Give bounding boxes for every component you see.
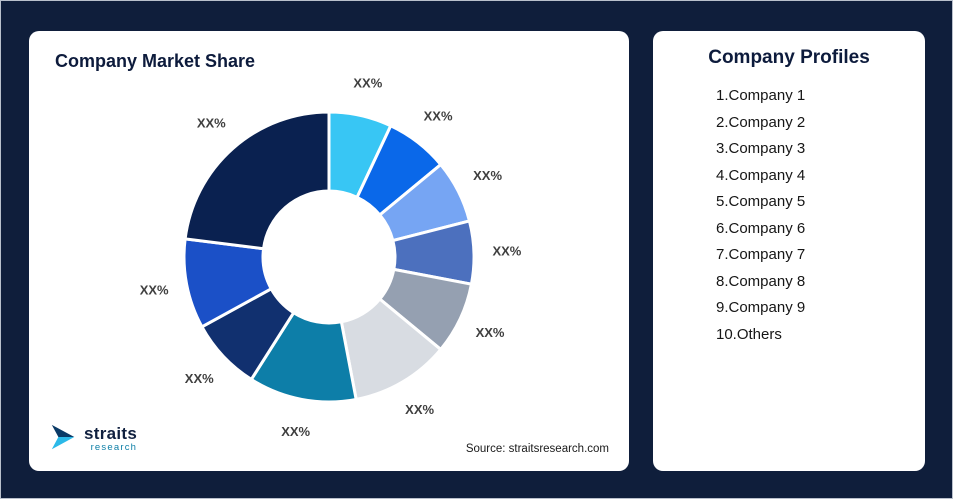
list-item: 7.Company 7 [716, 246, 806, 263]
list-item: 8.Company 8 [716, 272, 806, 290]
segment-value-label: XX% [140, 282, 169, 297]
list-item: 4.Company 4 [716, 166, 806, 184]
source-attribution: Source: straitsresearch.com [465, 443, 609, 455]
straits-arrow-icon [49, 422, 79, 457]
market-share-title: Company Market Share [55, 51, 256, 71]
list-item: 5.Company 5 [716, 193, 806, 210]
company-profiles-card: Company Profiles 1.Company 1 2.Company 2… [653, 31, 925, 471]
donut-chart-svg: XX% XX% XX% XX% XX% XX% XX% XX% XX% XX% [140, 75, 522, 439]
segment-value-label: XX% [473, 168, 502, 183]
logo-text: straits research [84, 425, 137, 453]
list-item: 1.Company 1 [716, 87, 806, 104]
segment-value-label: XX% [424, 108, 453, 123]
logo-subtext: research [90, 442, 138, 454]
segment-value-label: XX% [492, 243, 521, 258]
straits-research-logo: straits research [49, 422, 137, 457]
list-item: 2.Company 2 [716, 113, 806, 131]
segment-value-label: XX% [476, 325, 505, 340]
market-share-donut-chart: XX% XX% XX% XX% XX% XX% XX% XX% XX% XX% [29, 31, 629, 471]
list-item: 6.Company 6 [716, 219, 806, 237]
list-item: 3.Company 3 [716, 140, 806, 157]
list-item: 9.Company 9 [716, 299, 806, 316]
segment-value-label: XX% [353, 75, 382, 90]
company-profiles-title: Company Profiles [708, 47, 870, 68]
market-share-card: XX% XX% XX% XX% XX% XX% XX% XX% XX% XX% Company M… [29, 31, 629, 471]
donut-segment-others [183, 110, 331, 251]
company-profiles-list: 1.Company 1 2.Company 2 3.Company 3 4.Co… [653, 87, 925, 343]
segment-value-label: XX% [197, 115, 226, 130]
list-item: 10.Others [716, 325, 782, 343]
segment-value-label: XX% [281, 424, 310, 439]
segment-value-label: XX% [405, 402, 434, 417]
segment-value-label: XX% [185, 371, 214, 386]
logo-name: straits [84, 424, 138, 444]
